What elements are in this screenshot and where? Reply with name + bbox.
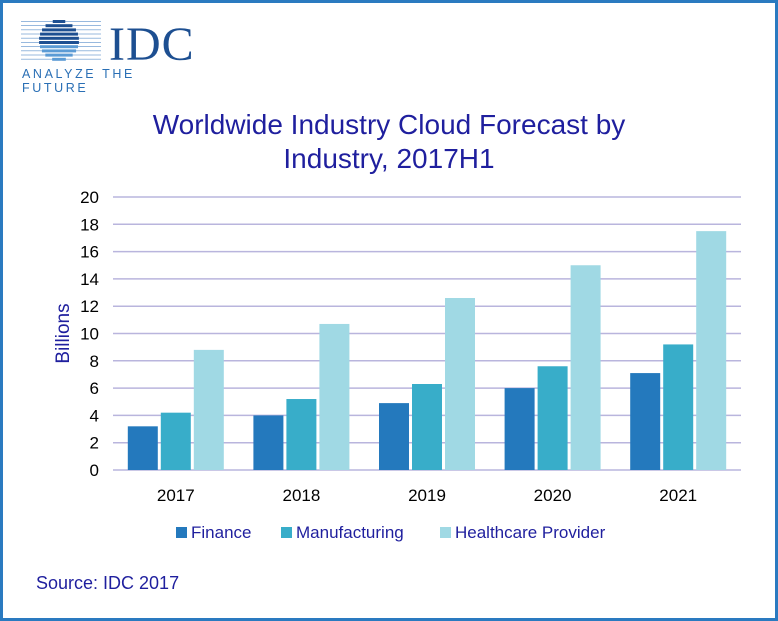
- y-tick-label: 14: [80, 270, 99, 289]
- y-axis-label: Billions: [53, 303, 74, 363]
- legend-swatch: [281, 527, 292, 538]
- y-tick-label: 10: [80, 325, 99, 344]
- y-tick-label: 6: [90, 379, 99, 398]
- legend-label: Manufacturing: [296, 523, 404, 542]
- bar-healthcare-provider: [319, 323, 350, 470]
- bar-manufacturing: [412, 384, 442, 470]
- logo-wordmark: IDC: [109, 18, 195, 71]
- bar-manufacturing: [537, 366, 568, 470]
- bar-finance: [504, 388, 535, 470]
- bar-healthcare-provider: [193, 349, 224, 470]
- bar-finance: [253, 415, 284, 470]
- legend-swatch: [176, 527, 187, 538]
- y-tick-label: 16: [80, 243, 99, 262]
- bar-finance: [630, 373, 661, 470]
- x-tick-label: 2018: [282, 486, 320, 505]
- x-tick-label: 2020: [534, 486, 572, 505]
- x-tick-label: 2017: [157, 486, 195, 505]
- y-tick-label: 18: [80, 215, 99, 234]
- legend-label: Healthcare Provider: [455, 523, 606, 542]
- bar-healthcare-provider: [445, 298, 475, 470]
- chart-title: Worldwide Industry Cloud Forecast by Ind…: [3, 108, 775, 176]
- idc-logo: IDC ANALYZE THE FUTURE: [19, 17, 194, 95]
- logo-tagline: ANALYZE THE FUTURE: [22, 67, 135, 95]
- bar-manufacturing: [286, 399, 317, 470]
- y-tick-label: 2: [90, 434, 99, 453]
- x-tick-label: 2021: [659, 486, 697, 505]
- legend-swatch: [440, 527, 451, 538]
- y-tick-label: 4: [90, 406, 99, 425]
- chart-title-line: Industry, 2017H1: [283, 143, 495, 174]
- y-tick-label: 20: [80, 188, 99, 207]
- bar-manufacturing: [160, 412, 191, 470]
- bar-finance: [127, 426, 158, 470]
- y-tick-label: 12: [80, 297, 99, 316]
- globe-logo-icon: [21, 20, 101, 61]
- bar-healthcare-provider: [570, 265, 601, 470]
- bar-finance: [379, 403, 409, 470]
- bar-manufacturing: [663, 344, 694, 470]
- y-tick-label: 8: [90, 352, 99, 371]
- x-tick-label: 2019: [408, 486, 446, 505]
- bar-healthcare-provider: [696, 231, 727, 470]
- chart-title-line: Worldwide Industry Cloud Forecast by: [152, 109, 626, 140]
- y-tick-label: 0: [90, 461, 99, 480]
- source-note: Source: IDC 2017: [36, 573, 180, 593]
- legend-label: Finance: [191, 523, 251, 542]
- bar-chart: 0 2 4 6 8 10 12 14 16 18 20 Billions 2017 2018 2019 202…: [53, 188, 741, 542]
